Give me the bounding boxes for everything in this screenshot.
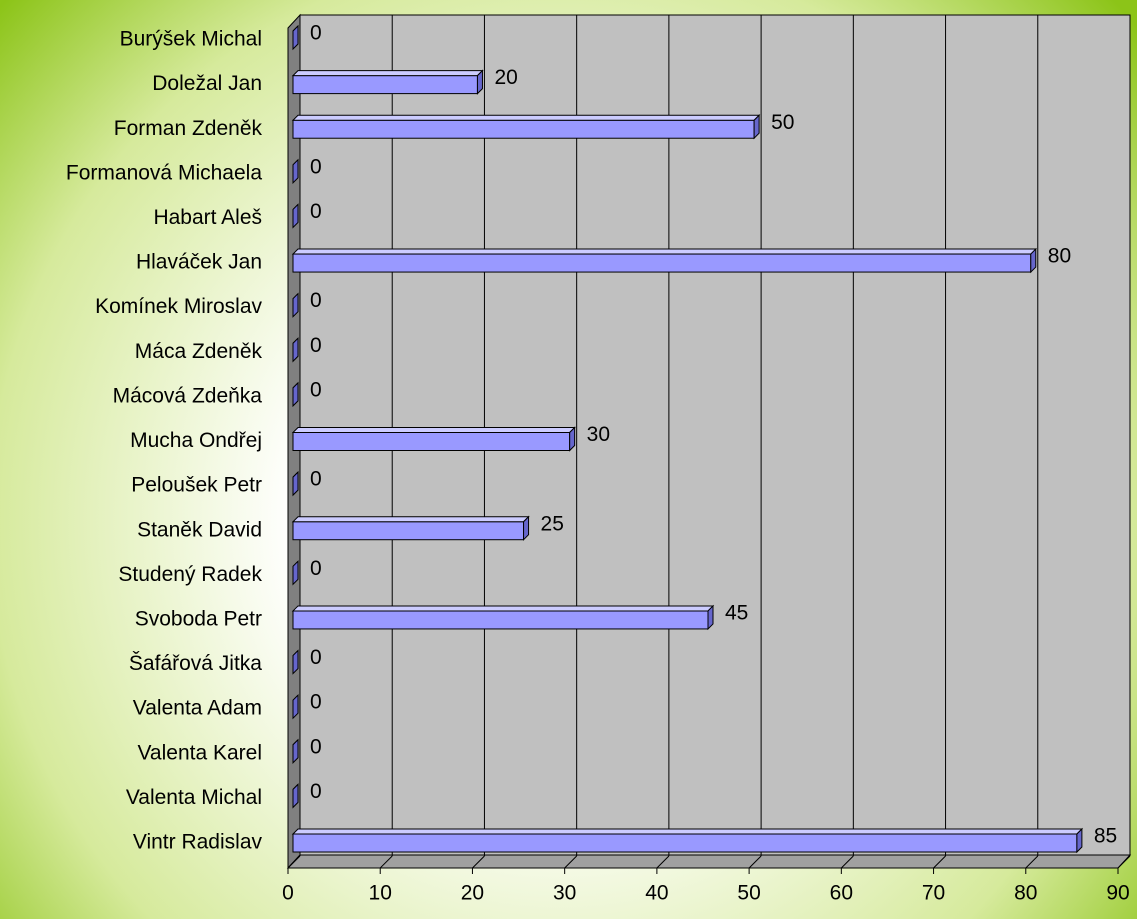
- x-tick-label: 90: [1106, 882, 1129, 905]
- value-label: 0: [310, 780, 322, 803]
- bar: [292, 75, 478, 95]
- bar-end: [707, 604, 714, 631]
- bar: [292, 432, 571, 451]
- grid-line: [748, 855, 762, 869]
- bar-end: [292, 203, 299, 229]
- y-tick-label: Máca Zdeněk: [135, 340, 263, 363]
- value-label: 0: [310, 378, 322, 401]
- bar-top: [291, 427, 576, 433]
- value-label: 0: [310, 289, 322, 312]
- bar: [292, 253, 1032, 273]
- bar-end: [569, 426, 576, 452]
- value-label: 0: [310, 557, 322, 580]
- value-label: 0: [310, 735, 322, 758]
- y-tick-label: Valenta Karel: [137, 741, 262, 764]
- value-label: 0: [310, 468, 322, 491]
- value-label: 0: [310, 334, 322, 357]
- y-tick-label: Šafářová Jitka: [129, 652, 262, 675]
- grid-line: [840, 855, 854, 869]
- bar-top: [291, 605, 715, 612]
- value-label: 50: [771, 111, 794, 134]
- grid-line: [656, 855, 670, 869]
- y-tick-label: Valenta Michal: [126, 786, 262, 809]
- bar-top: [291, 516, 530, 523]
- grid-line: [1025, 855, 1039, 869]
- x-tick-label: 50: [737, 882, 760, 905]
- y-tick-label: Vintr Radislav: [133, 831, 263, 854]
- x-tick-label: 30: [553, 882, 576, 905]
- y-tick-label: Valenta Adam: [133, 697, 262, 720]
- x-tick-label: 80: [1014, 882, 1037, 905]
- bar-top: [291, 828, 1084, 835]
- bar-end: [476, 69, 483, 95]
- value-label: 45: [725, 601, 748, 624]
- bar-end: [292, 337, 299, 363]
- bar-end: [753, 114, 760, 140]
- y-tick-label: Mácová Zdeňka: [113, 384, 263, 407]
- y-tick-label: Mucha Ondřej: [130, 429, 262, 452]
- bar: [292, 833, 1078, 853]
- bar-end: [1030, 247, 1037, 274]
- y-tick-label: Staněk David: [137, 518, 262, 541]
- floor: [286, 854, 1132, 869]
- y-tick-label: Svoboda Petr: [135, 607, 262, 630]
- bar-end: [292, 560, 299, 586]
- bar-end: [292, 470, 299, 497]
- value-label: 25: [541, 512, 564, 535]
- grid-line: [933, 855, 946, 869]
- grid-line: [379, 855, 393, 869]
- grid-line: [1117, 855, 1131, 869]
- y-tick-label: Hlaváček Jan: [136, 251, 262, 274]
- bar: [292, 610, 709, 630]
- bar-end: [292, 783, 299, 809]
- bar-end: [292, 738, 299, 764]
- x-tick-label: 10: [369, 882, 392, 905]
- bar-end: [292, 158, 299, 185]
- y-tick-label: Burýšek Michal: [120, 28, 262, 51]
- x-tick-label: 60: [830, 882, 853, 905]
- grid-line: [472, 855, 485, 869]
- x-tick-label: 70: [922, 882, 945, 905]
- bar-top: [291, 70, 484, 77]
- value-label: 0: [310, 691, 322, 714]
- value-label: 0: [310, 22, 322, 45]
- bar-end: [292, 381, 299, 408]
- value-label: 0: [310, 155, 322, 178]
- y-tick-label: Studený Radek: [118, 563, 262, 586]
- x-tick-label: 40: [645, 882, 668, 905]
- y-tick-label: Peloušek Petr: [131, 474, 262, 497]
- y-tick-label: Doležal Jan: [152, 72, 262, 95]
- bar-end: [292, 24, 299, 51]
- y-tick-label: Komínek Miroslav: [95, 295, 262, 318]
- value-label: 20: [494, 66, 517, 89]
- y-tick-label: Formanová Michaela: [66, 161, 262, 184]
- bar-top: [291, 248, 1037, 255]
- bar: [292, 521, 525, 541]
- x-tick-label: 0: [282, 882, 294, 905]
- bar-end: [1076, 827, 1083, 854]
- value-label: 30: [587, 423, 610, 446]
- x-tick-label: 20: [461, 882, 484, 905]
- y-tick-label: Forman Zdeněk: [114, 117, 263, 140]
- bar-end: [292, 649, 299, 675]
- y-tick-label: Habart Aleš: [153, 206, 262, 229]
- value-label: 80: [1048, 245, 1071, 268]
- bar-end: [292, 693, 299, 720]
- bar: [292, 119, 755, 139]
- value-label: 0: [310, 200, 322, 223]
- bar-top: [291, 114, 761, 121]
- value-label: 0: [310, 646, 322, 669]
- grid-line: [564, 855, 578, 869]
- bar-end: [523, 515, 530, 541]
- grid-line: [287, 855, 301, 869]
- value-label: 85: [1094, 825, 1117, 848]
- bar-end: [292, 292, 299, 318]
